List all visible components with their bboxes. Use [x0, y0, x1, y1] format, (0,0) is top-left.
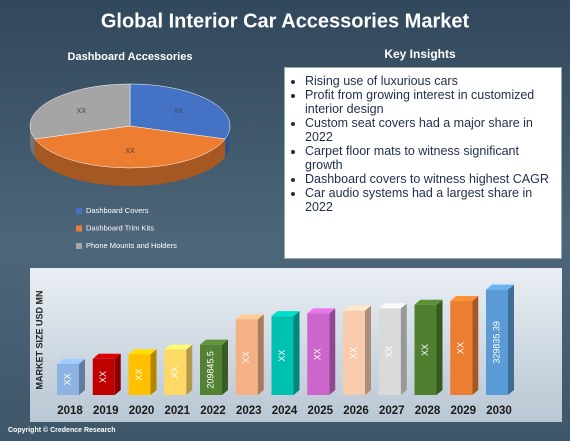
pie-value-label: XX	[77, 108, 87, 115]
bar-top	[378, 303, 407, 309]
bar	[57, 363, 79, 395]
y-axis-label: MARKET SIZE USD MN	[34, 291, 44, 390]
pie-side	[30, 126, 35, 157]
insight-item: Custom seat covers had a major share in …	[305, 116, 555, 144]
bar-top	[128, 349, 157, 355]
bar	[200, 344, 222, 395]
insight-item: Dashboard covers to witness highest CAGR	[305, 172, 555, 186]
legend-label: Phone Mounts and Holders	[86, 241, 177, 250]
bar	[271, 316, 294, 395]
bar-value-label: XX	[98, 371, 108, 383]
bar-side	[186, 344, 193, 395]
bar-side	[436, 299, 443, 395]
bar-side	[472, 296, 479, 395]
x-tick-label: 2024	[272, 405, 298, 417]
x-tick-label: 2022	[200, 405, 226, 417]
pie-value-label: XX	[174, 108, 184, 115]
bar-side	[365, 305, 371, 395]
bar-top	[307, 308, 336, 314]
bar-top	[57, 358, 85, 364]
bar	[450, 301, 473, 395]
page-title: Global Interior Car Accessories Market	[101, 10, 470, 32]
bar-top	[92, 353, 121, 359]
bar-value-label: XX	[456, 342, 466, 354]
bar-value-label: XX	[384, 346, 394, 358]
bar-side	[400, 303, 407, 395]
x-tick-label: 2027	[379, 405, 405, 417]
x-tick-label: 2020	[129, 405, 155, 417]
bar-value-label: 209845.5	[205, 351, 215, 389]
bar	[378, 308, 401, 395]
insights-title: Key Insights	[384, 47, 456, 61]
bar-value-label: XX	[420, 344, 430, 356]
legend-swatch	[76, 243, 82, 249]
pie-value-label: XX	[125, 148, 135, 155]
bar-side	[508, 284, 514, 395]
x-tick-label: 2019	[93, 405, 119, 417]
bar	[235, 319, 258, 395]
pie-slice	[29, 83, 131, 140]
bar-top	[450, 296, 479, 302]
x-tick-label: 2021	[164, 405, 190, 417]
bar-value-label: XX	[134, 369, 144, 381]
x-tick-label: 2030	[486, 405, 512, 417]
bar-side	[257, 314, 264, 395]
pie-title: Dashboard Accessories	[68, 51, 193, 63]
bar-value-label: XX	[62, 373, 72, 385]
bar-side	[329, 308, 336, 395]
insights-box: Rising use of luxurious carsProfit from …	[284, 67, 562, 259]
x-tick-label: 2029	[450, 405, 476, 417]
pie-slice	[34, 125, 226, 169]
bar-side	[79, 358, 85, 395]
bar-side	[222, 339, 228, 395]
bar	[343, 310, 365, 395]
bar-top	[235, 314, 264, 320]
bar-top	[343, 305, 371, 311]
x-tick-label: 2028	[415, 405, 441, 417]
legend-label: Dashboard Covers	[86, 206, 149, 215]
x-tick-label: 2025	[307, 405, 333, 417]
pie-side	[34, 138, 226, 186]
bar	[486, 289, 508, 395]
bar	[128, 354, 151, 395]
legend-swatch	[76, 208, 82, 214]
bar-value-label: XX	[277, 350, 287, 362]
insights-list: Rising use of luxurious carsProfit from …	[293, 74, 555, 214]
copyright: Copyright © Credence Research	[8, 426, 115, 434]
pie-slice	[129, 83, 231, 140]
insight-item: Rising use of luxurious cars	[305, 74, 555, 88]
bar-side	[293, 311, 300, 395]
x-tick-label: 2018	[57, 405, 83, 417]
bar-value-label: XX	[170, 366, 180, 378]
bar-top	[200, 339, 228, 345]
bar	[164, 349, 187, 395]
bar-value-label: XX	[313, 348, 323, 360]
insight-item: Carpet floor mats to witness significant…	[305, 144, 555, 172]
legend-label: Dashboard Trim Kits	[86, 223, 154, 232]
insight-item: Car audio systems had a largest share in…	[305, 186, 555, 214]
bar-value-label: 329835.39	[491, 321, 501, 364]
bar	[414, 304, 437, 395]
bar	[307, 313, 330, 395]
bar	[92, 358, 115, 395]
x-tick-label: 2023	[236, 405, 262, 417]
bar-top	[486, 284, 514, 290]
x-tick-label: 2026	[343, 405, 369, 417]
bar-top	[414, 299, 443, 305]
bar-top	[164, 344, 193, 350]
bar-value-label: XX	[241, 351, 251, 363]
bar-side	[114, 353, 121, 395]
bar-value-label: XX	[348, 347, 358, 359]
bar-top	[271, 311, 300, 317]
pie-side	[225, 126, 230, 157]
insight-item: Profit from growing interest in customiz…	[305, 88, 555, 116]
legend-swatch	[76, 225, 82, 232]
bar-side	[150, 349, 157, 395]
